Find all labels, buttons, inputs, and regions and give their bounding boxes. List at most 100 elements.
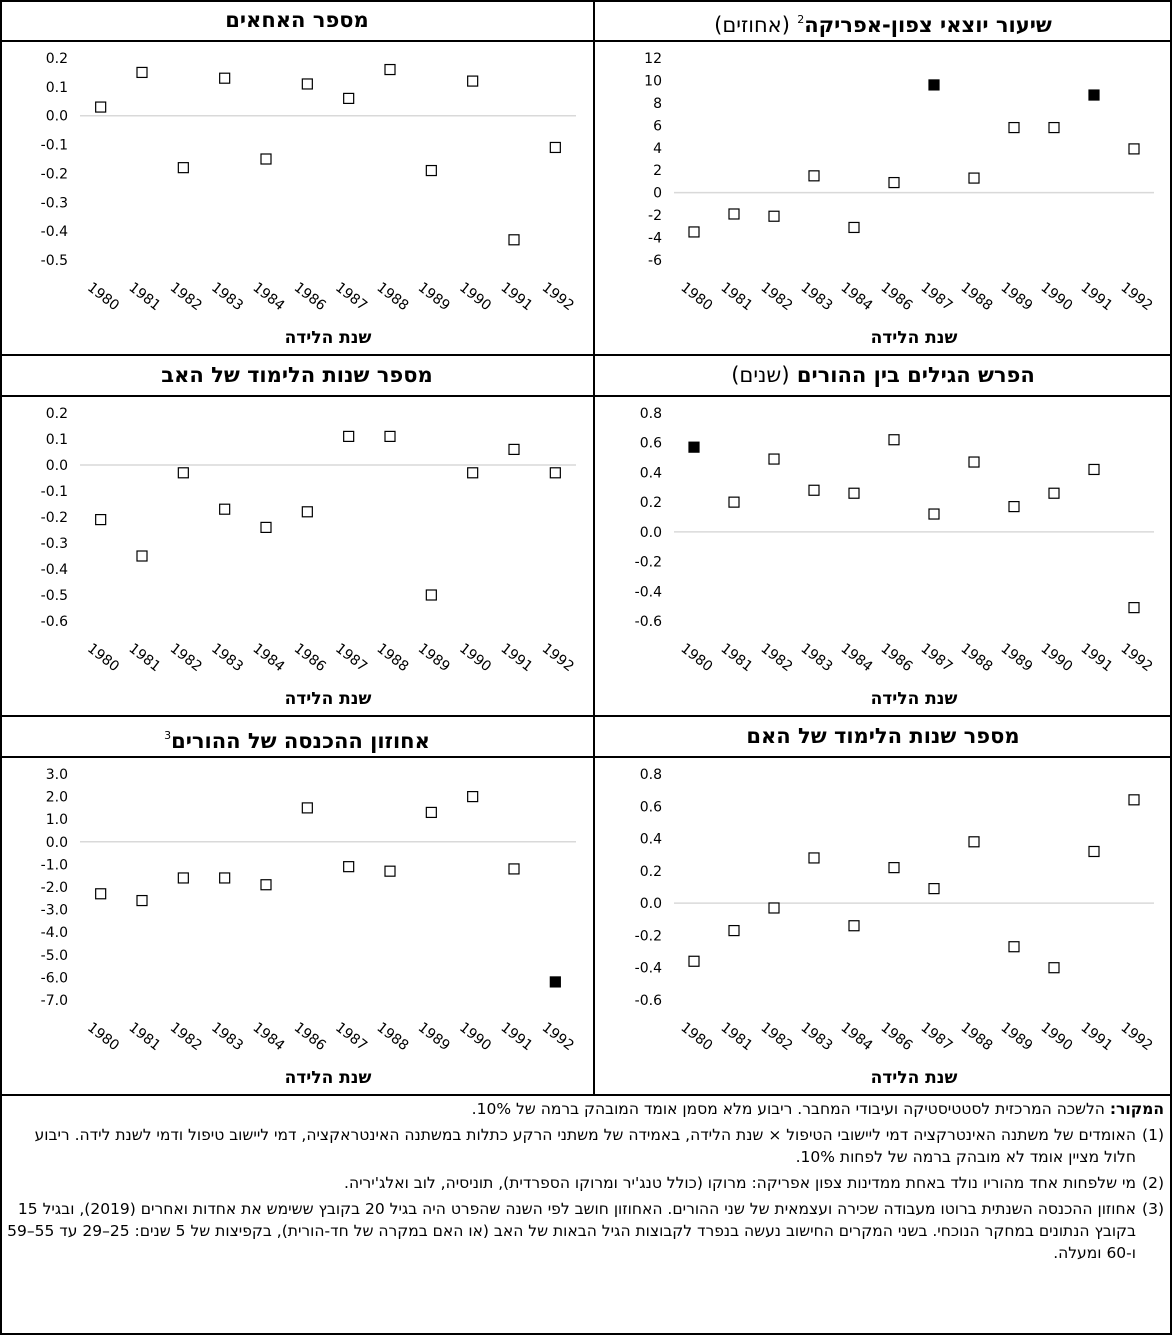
data-point [728, 496, 740, 508]
data-point [508, 863, 520, 875]
y-tick-label: 0.8 [640, 767, 662, 783]
y-tick-label: -0.3 [41, 195, 68, 211]
x-tick-label: 1981 [717, 1020, 755, 1055]
y-tick-label: 0.0 [46, 835, 68, 851]
x-tick-label: 1981 [125, 641, 163, 676]
data-point [1088, 463, 1100, 476]
y-tick-label: 0.2 [46, 406, 68, 422]
y-tick-label: 3.0 [46, 767, 68, 783]
x-tick-label: 1981 [125, 1020, 163, 1055]
source-label: המקור: [1109, 1100, 1164, 1118]
x-tick-label: 1988 [957, 280, 995, 315]
x-tick-label: 1983 [208, 1020, 246, 1055]
data-point [808, 484, 820, 496]
y-tick-label: 8 [653, 96, 662, 112]
y-tick-label: 0.8 [640, 406, 662, 422]
x-tick-label: 1988 [373, 641, 411, 676]
data-point [888, 862, 900, 874]
x-tick-label: 1986 [877, 641, 915, 676]
data-point [95, 101, 107, 113]
x-tick-label: 1982 [757, 280, 795, 315]
y-tick-label: -4.0 [41, 925, 68, 941]
data-point [384, 63, 396, 76]
x-tick-label: 1983 [797, 1020, 835, 1055]
x-tick-label: 1987 [332, 280, 370, 315]
x-tick-label: 1986 [877, 1020, 915, 1055]
x-tick-label: 1990 [456, 1020, 494, 1055]
data-point [848, 221, 860, 234]
x-tick-label: 1991 [497, 641, 535, 676]
y-tick-label: 0.2 [640, 864, 662, 880]
x-axis-label: שנת הלידה [871, 328, 958, 348]
panel-income-percentile: אחוזון ההכנסה של ההורים3 -7.0 -6.0 -5.0 -4.… [0, 716, 594, 1095]
x-tick-label: 1980 [677, 280, 715, 315]
data-point [808, 170, 820, 182]
data-point [888, 176, 900, 189]
y-tick-label: 0.2 [46, 51, 68, 67]
panel-father-education: מספר שנות הלימוד של האב -0.6 -0.5 -0.4 -0.3… [0, 355, 594, 716]
data-point [688, 955, 700, 967]
x-tick-label: 1983 [797, 280, 835, 315]
data-point [136, 894, 148, 907]
data-point [968, 456, 980, 468]
x-tick-label: 1990 [1037, 1020, 1075, 1055]
y-tick-label: -4 [648, 231, 662, 247]
y-tick-label: -0.2 [635, 928, 662, 944]
data-point [968, 836, 980, 848]
data-point-significant [688, 441, 700, 453]
x-tick-label: 1982 [167, 280, 205, 315]
data-point [467, 75, 479, 87]
panel-title: מספר שנות הלימוד של האם [594, 716, 1172, 758]
x-tick-label: 1988 [957, 1020, 995, 1055]
y-tick-label: -0.6 [635, 614, 662, 630]
source-line: המקור: הלשכה המרכזית לסטטיסטיקה ועיבודי … [6, 1098, 1164, 1120]
data-point [1008, 121, 1020, 134]
x-tick-label: 1991 [1077, 1020, 1115, 1055]
x-tick-label: 1984 [837, 641, 875, 676]
data-point [508, 234, 520, 246]
y-tick-label: -0.5 [41, 588, 68, 604]
x-tick-label: 1992 [539, 280, 577, 315]
data-point [1088, 845, 1100, 858]
x-tick-label: 1986 [291, 1020, 329, 1055]
data-point [260, 153, 272, 165]
data-point [467, 467, 479, 479]
y-tick-label: -0.1 [41, 484, 68, 500]
x-tick-label: 1981 [125, 280, 163, 315]
y-tick-label: 10 [644, 73, 662, 89]
data-point [343, 430, 355, 443]
x-tick-label: 1986 [291, 641, 329, 676]
footnote: (1) האומדים של משתנה האינטרקציה דמי ליישו… [6, 1124, 1164, 1168]
data-point [549, 141, 561, 154]
panel-title-text: הפרש הגילים בין ההורים [796, 363, 1035, 387]
data-point-significant [1088, 89, 1100, 101]
y-tick-label: 0.0 [46, 109, 68, 125]
y-tick-label: 1.0 [46, 812, 68, 828]
x-axis-label: שנת הלידה [285, 328, 372, 348]
x-tick-label: 1989 [415, 280, 453, 315]
data-point [1128, 143, 1140, 155]
data-point [808, 852, 820, 864]
y-tick-label: -0.4 [41, 562, 68, 578]
panel-north-africa: שיעור יוצאי צפון-אפריקה2 (אחוזים) -6 -4 -2… [594, 0, 1172, 355]
y-tick-label: 0.4 [640, 465, 662, 481]
y-tick-label: -0.6 [635, 993, 662, 1009]
data-point [1048, 487, 1060, 499]
x-tick-label: 1983 [208, 280, 246, 315]
data-point [177, 162, 189, 174]
x-tick-label: 1988 [373, 1020, 411, 1055]
x-tick-label: 1987 [917, 1020, 955, 1055]
x-tick-label: 1980 [84, 641, 122, 676]
x-tick-label: 1981 [717, 641, 755, 676]
footnote: (2) מי שלפחות אחד מהוריו נולד באחת ממדינו… [6, 1172, 1164, 1194]
data-point [1048, 121, 1060, 134]
y-tick-label: -0.5 [41, 253, 68, 269]
data-point [508, 443, 520, 456]
x-tick-label: 1990 [1037, 280, 1075, 315]
y-tick-label: 0.4 [640, 832, 662, 848]
data-point [968, 172, 980, 184]
y-tick-label: 0.0 [640, 896, 662, 912]
